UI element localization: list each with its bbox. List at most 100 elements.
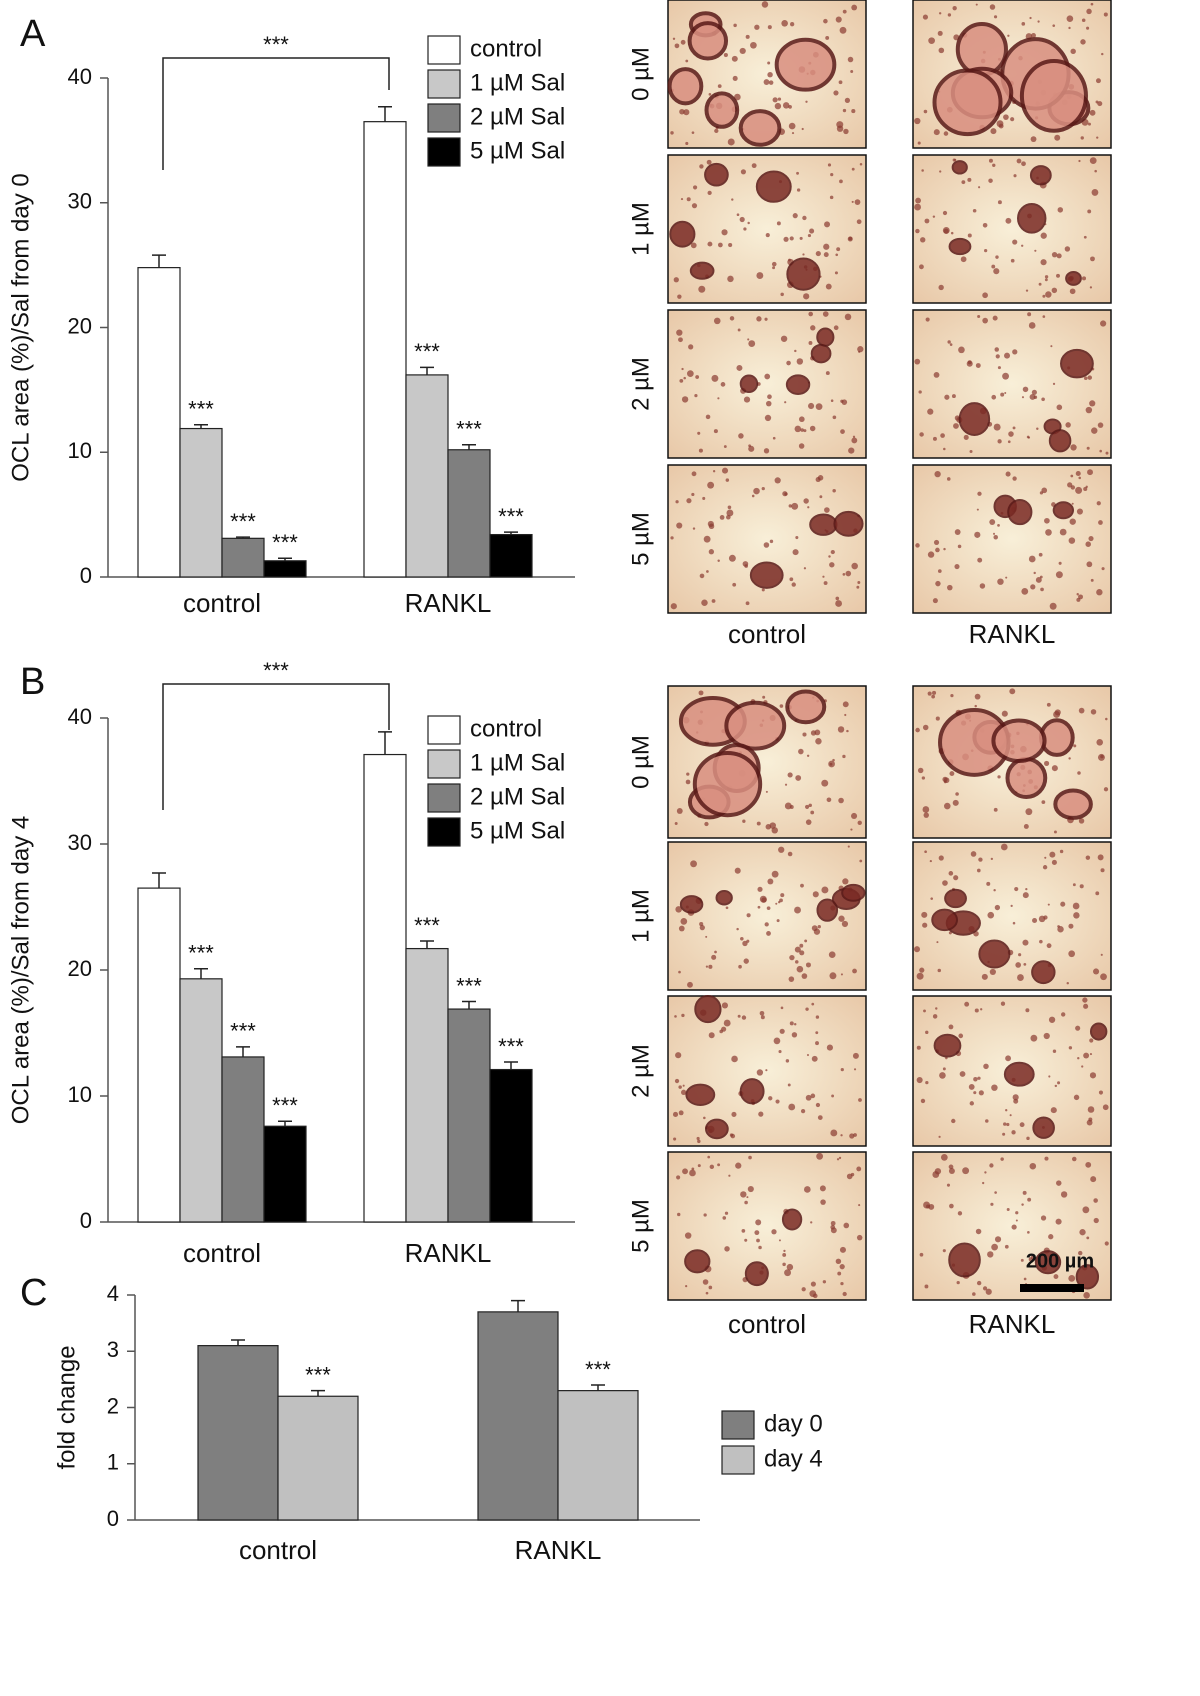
cell-speck xyxy=(917,767,924,774)
cell-speck xyxy=(920,1098,926,1104)
cell-speck xyxy=(1044,278,1048,282)
cell-speck xyxy=(829,195,834,200)
cell-speck xyxy=(765,400,772,407)
cell-speck xyxy=(915,197,921,204)
cell-speck xyxy=(711,599,716,603)
cell-speck xyxy=(765,233,770,238)
cell-speck xyxy=(811,1002,815,1006)
cell-speck xyxy=(847,56,854,63)
cell-speck xyxy=(989,4,996,10)
cell-speck xyxy=(1008,431,1014,437)
cell-speck xyxy=(1012,239,1018,245)
cell-speck xyxy=(985,1119,989,1123)
cell-speck xyxy=(1021,587,1029,595)
cell-speck xyxy=(834,271,838,275)
cell-speck xyxy=(756,272,764,279)
cell-speck xyxy=(856,219,862,225)
cell-speck xyxy=(925,1030,929,1035)
cell-speck xyxy=(830,1220,836,1226)
cell-speck xyxy=(982,222,988,228)
significance: *** xyxy=(498,504,524,529)
cell-speck xyxy=(1056,253,1062,259)
cell-speck xyxy=(923,1009,926,1013)
cell-speck xyxy=(1033,571,1036,575)
cell-speck xyxy=(744,1238,748,1242)
cell-speck xyxy=(1051,765,1058,772)
error-bar xyxy=(420,366,434,375)
cell-speck xyxy=(913,946,921,953)
cell-speck xyxy=(851,437,858,444)
osteoclast xyxy=(933,1033,962,1058)
cell-speck xyxy=(695,375,700,379)
cell-speck xyxy=(789,954,795,961)
cell-speck xyxy=(740,937,744,941)
cell-speck xyxy=(973,1077,978,1082)
cell-speck xyxy=(831,1094,835,1098)
cell-speck xyxy=(1006,1208,1010,1211)
cell-speck xyxy=(972,1292,976,1296)
cell-speck xyxy=(1079,884,1084,889)
cell-speck xyxy=(847,845,850,848)
cell-speck xyxy=(849,1133,855,1139)
cell-speck xyxy=(678,970,681,974)
cell-speck xyxy=(799,950,805,956)
cell-speck xyxy=(829,562,835,568)
cell-speck xyxy=(838,1156,842,1160)
cell-speck xyxy=(800,428,804,432)
cell-speck xyxy=(835,1258,842,1265)
cell-speck xyxy=(1043,1032,1050,1040)
cell-speck xyxy=(997,366,1001,370)
cell-speck xyxy=(1058,561,1062,565)
cell-speck xyxy=(917,141,921,145)
cell-speck xyxy=(1051,287,1058,294)
cell-speck xyxy=(809,228,815,234)
legend-swatch xyxy=(427,137,461,167)
cell-speck xyxy=(717,559,720,563)
cell-speck xyxy=(787,1083,791,1087)
cell-speck xyxy=(957,1211,963,1216)
cell-speck xyxy=(836,1158,840,1161)
cell-speck xyxy=(1069,518,1076,525)
cell-speck xyxy=(680,918,688,925)
legend-label: 1 µM Sal xyxy=(470,69,565,96)
cell-speck xyxy=(924,850,927,854)
cell-speck xyxy=(757,905,761,909)
cell-speck xyxy=(980,1008,983,1011)
cell-speck xyxy=(707,241,713,247)
cell-speck xyxy=(768,80,774,85)
cell-speck xyxy=(815,1031,819,1035)
cell-speck xyxy=(1099,449,1102,453)
legend-label: 5 µM Sal xyxy=(470,137,565,164)
micrograph xyxy=(667,154,867,304)
cell-speck xyxy=(708,1032,715,1039)
cell-speck xyxy=(1056,404,1063,411)
osteoclast xyxy=(816,898,839,922)
legend-swatch xyxy=(427,715,461,745)
cell-speck xyxy=(982,1181,985,1185)
cell-speck xyxy=(1011,1130,1016,1135)
cell-speck xyxy=(854,199,861,205)
cell-speck xyxy=(1052,382,1056,385)
cell-speck xyxy=(1005,471,1011,477)
legend-swatch xyxy=(427,783,461,813)
cell-speck xyxy=(1009,688,1016,695)
cell-speck xyxy=(677,294,682,299)
cell-speck xyxy=(704,821,709,827)
cell-speck xyxy=(1078,594,1084,600)
cell-speck xyxy=(926,1204,931,1209)
osteoclast xyxy=(991,718,1047,764)
cell-speck xyxy=(953,875,959,881)
cell-speck xyxy=(1010,117,1015,122)
cell-speck xyxy=(706,570,709,573)
cell-speck xyxy=(955,792,959,796)
cell-speck xyxy=(835,600,843,607)
cell-speck xyxy=(690,242,697,249)
y-tick-label: 20 xyxy=(68,956,92,981)
cell-speck xyxy=(927,691,932,696)
row-label: 1 µM xyxy=(627,889,654,943)
cell-speck xyxy=(1041,397,1045,402)
cell-speck xyxy=(1090,578,1094,582)
cell-speck xyxy=(708,92,712,96)
cell-speck xyxy=(1010,904,1013,908)
